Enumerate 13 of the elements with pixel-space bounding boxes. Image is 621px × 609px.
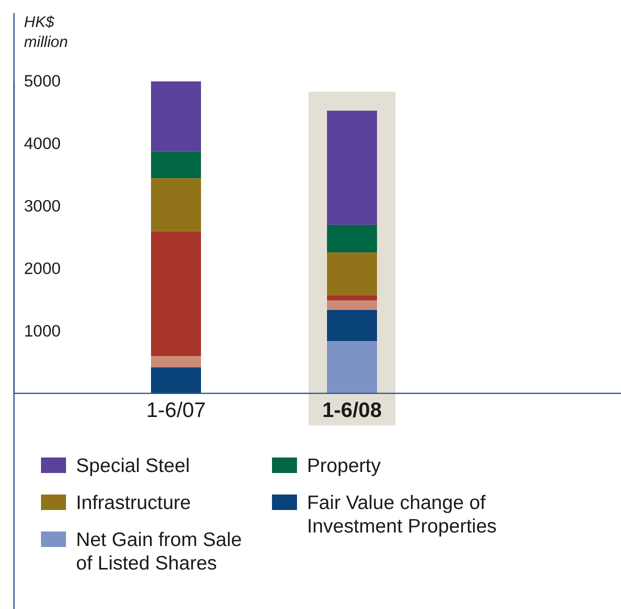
legend-label: Special Steel <box>76 455 190 477</box>
y-tick-label: 5000 <box>24 72 61 91</box>
y-tick-label: 1000 <box>24 322 61 340</box>
x-tick-label: 1-6/08 <box>322 399 382 422</box>
y-tick-label: 3000 <box>24 197 61 216</box>
legend-label: Net Gain from Sale of Listed Shares <box>76 529 242 574</box>
y-tick-label: 4000 <box>24 135 61 154</box>
legend-label: Infrastructure <box>76 492 191 514</box>
y-tick-label: 2000 <box>24 260 61 278</box>
y-axis-title: HK$ million <box>24 14 68 51</box>
legend-label: Fair Value change of Investment Properties <box>307 492 497 538</box>
x-tick-label: 1-6/07 <box>146 399 206 422</box>
legend-label: Property <box>307 455 381 477</box>
